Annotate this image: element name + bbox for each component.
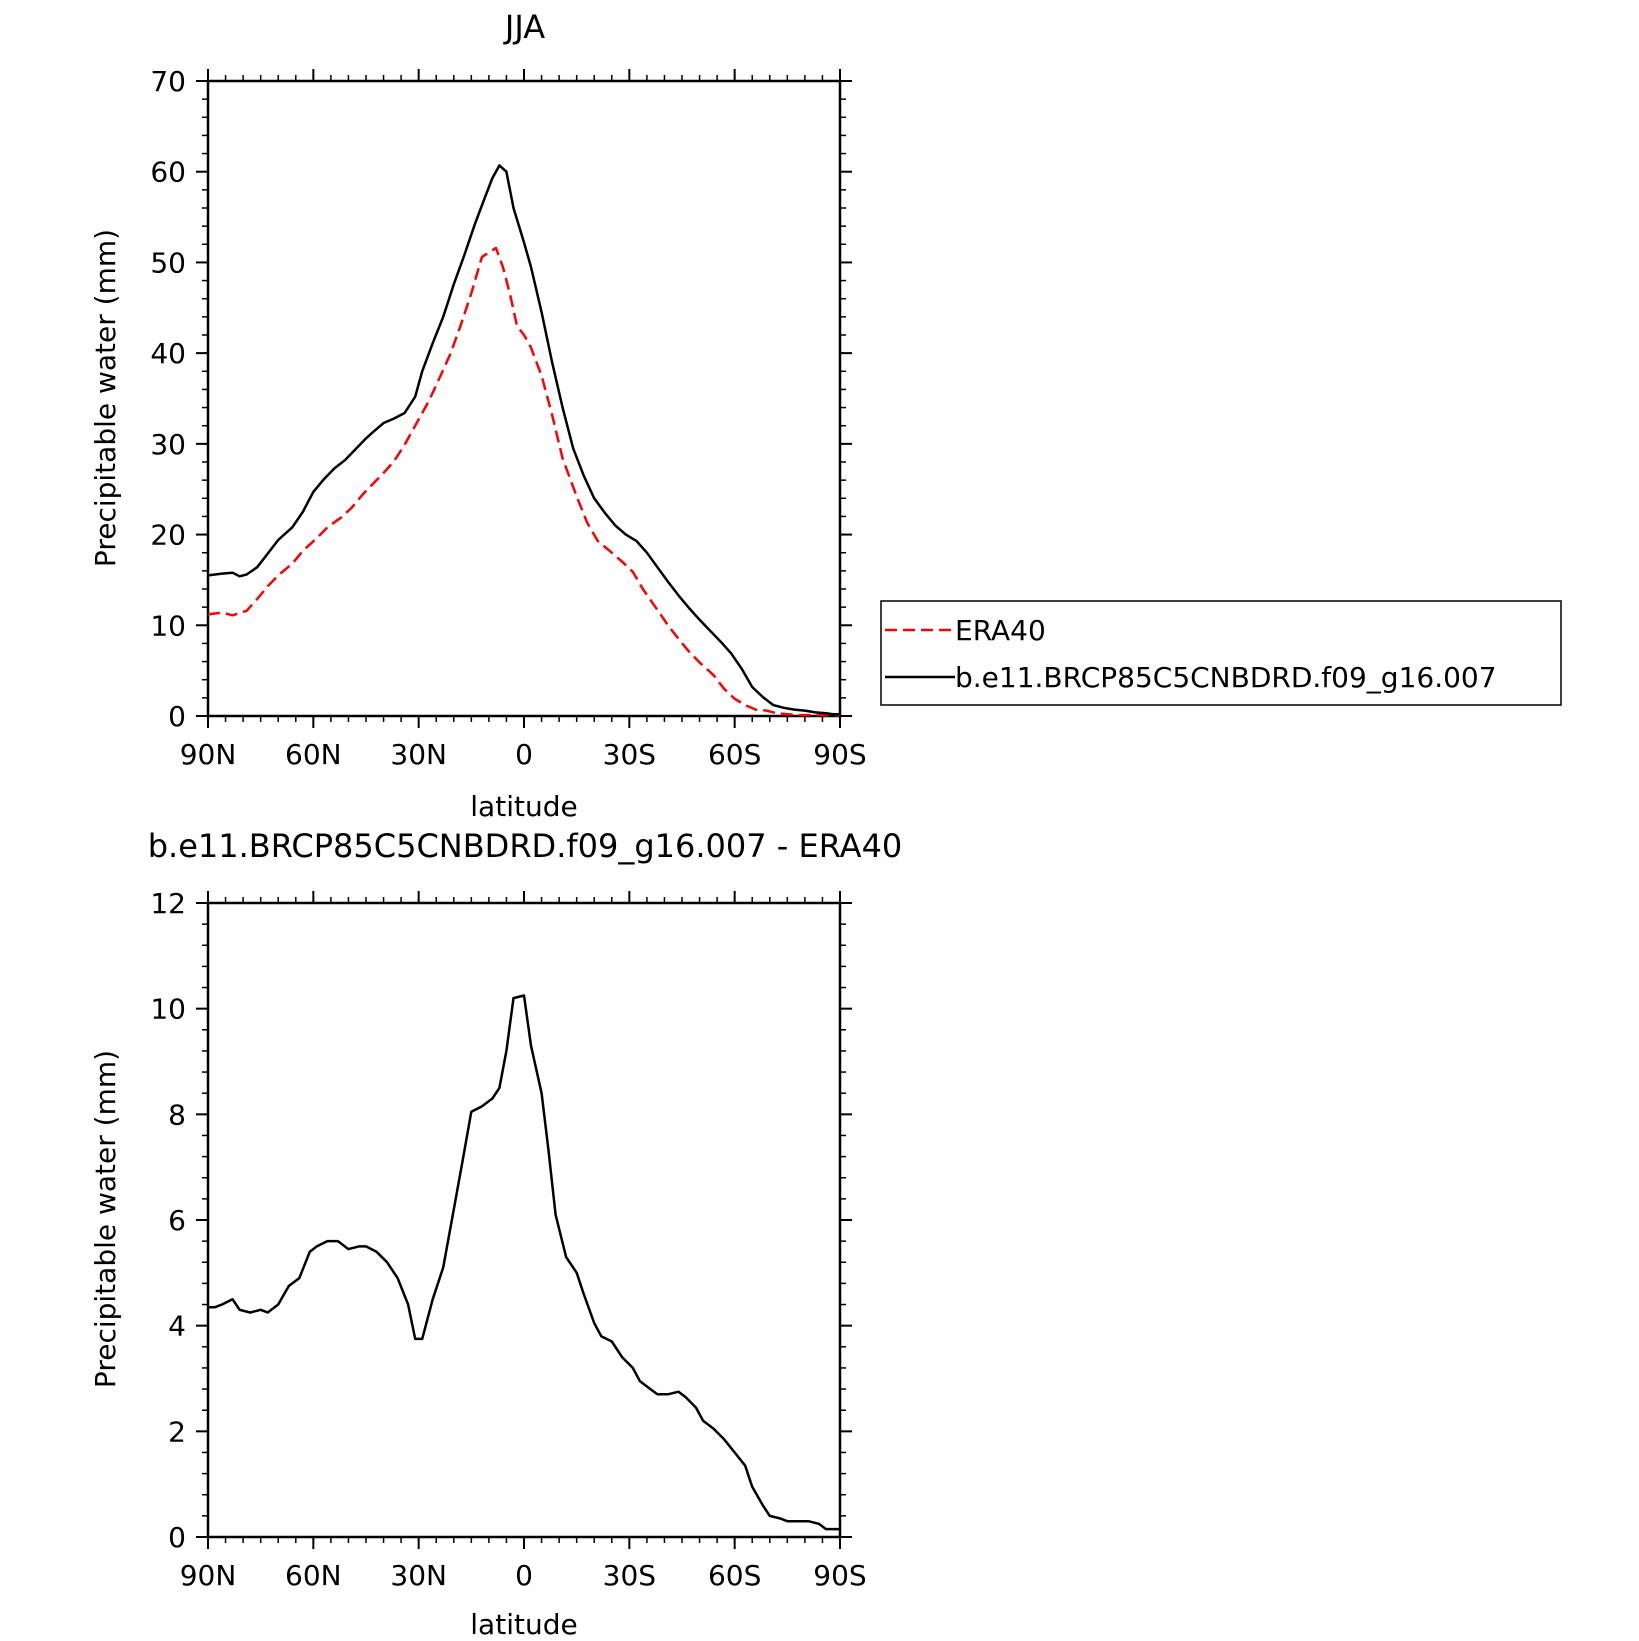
legend: ERA40 b.e11.BRCP85C5CNBDRD.f09_g16.007 — [880, 600, 1562, 706]
y-tick-label: 0 — [168, 700, 186, 733]
chart-panel-top: JJA 90N 60N 30N 0 30S 60S 90S 0 10 20 30 40 50 60 70 l… — [89, 8, 1562, 823]
plot-frame — [206, 79, 842, 718]
y-tick-label: 0 — [168, 1521, 186, 1554]
x-tick-label: 0 — [515, 738, 533, 771]
x-tick-label: 0 — [515, 1559, 533, 1592]
x-tick-label: 90N — [180, 1559, 237, 1592]
y-tick-label: 8 — [168, 1098, 186, 1131]
y-tick-label: 6 — [168, 1204, 186, 1237]
x-tick-label: 60N — [285, 738, 342, 771]
y-tick-label: 40 — [150, 337, 186, 370]
axis-ticks: 90N 60N 30N 0 30S 60S 90S 0 10 20 30 40 50 60 70 — [150, 65, 866, 771]
y-tick-label: 2 — [168, 1415, 186, 1448]
y-tick-label: 70 — [150, 65, 186, 98]
x-tick-label: 30S — [603, 738, 656, 771]
x-tick-label: 30N — [390, 1559, 447, 1592]
series-line-b-e11-brcp85c5cnbdrd-f09-g16-007 — [207, 164, 840, 716]
x-tick-label: 90N — [180, 738, 237, 771]
x-axis-label: latitude — [470, 790, 577, 823]
x-tick-label: 90S — [813, 1559, 866, 1592]
y-tick-label: 4 — [168, 1310, 186, 1343]
series-line-diff-0 — [208, 994, 840, 1531]
axis-ticks: 90N 60N 30N 0 30S 60S 90S 0 2 4 6 8 10 12 — [150, 887, 866, 1592]
x-tick-label: 60S — [708, 738, 761, 771]
x-tick-label: 30N — [390, 738, 447, 771]
chart-panel-bottom: b.e11.BRCP85C5CNBDRD.f09_g16.007 - ERA40… — [89, 827, 902, 1641]
legend-label-model: b.e11.BRCP85C5CNBDRD.f09_g16.007 — [955, 661, 1497, 694]
series-lines — [208, 994, 840, 1531]
series-line-era40 — [207, 246, 840, 717]
y-tick-label: 50 — [150, 246, 186, 279]
legend-label-era40: ERA40 — [955, 614, 1046, 647]
series-lines — [207, 164, 840, 717]
y-tick-label: 10 — [150, 609, 186, 642]
x-tick-label: 30S — [603, 1559, 656, 1592]
x-axis-label: latitude — [470, 1608, 577, 1641]
legend-box — [880, 600, 1562, 706]
y-tick-label: 20 — [150, 519, 186, 552]
y-tick-label: 60 — [150, 156, 186, 189]
y-axis-label: Precipitable water (mm) — [89, 229, 122, 567]
x-tick-label: 90S — [813, 738, 866, 771]
chart-title: b.e11.BRCP85C5CNBDRD.f09_g16.007 - ERA40 — [148, 827, 903, 865]
x-tick-label: 60S — [708, 1559, 761, 1592]
chart-title: JJA — [503, 8, 545, 46]
y-tick-label: 30 — [150, 428, 186, 461]
y-axis-label: Precipitable water (mm) — [89, 1050, 122, 1388]
y-tick-label: 10 — [150, 993, 186, 1026]
y-tick-label: 12 — [150, 887, 186, 920]
x-tick-label: 60N — [285, 1559, 342, 1592]
